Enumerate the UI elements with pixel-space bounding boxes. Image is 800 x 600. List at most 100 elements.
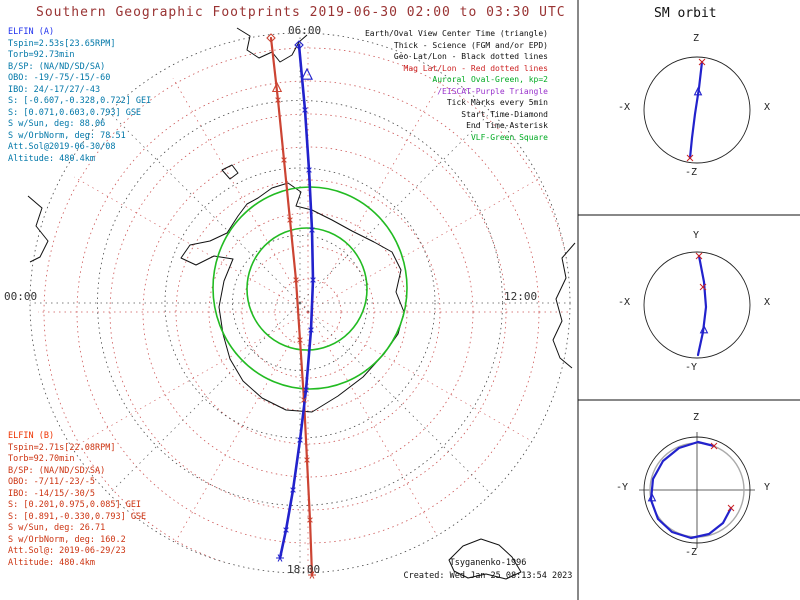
text-line: IBO: 24/-17/27/-43: [8, 84, 101, 95]
elfin-b-info-block: ELFIN (B) Tspin=2.71s[22.08RPM] Torb=92.7…: [8, 431, 146, 569]
x-mark: [695, 252, 703, 260]
mlt-label-right: 12:00: [504, 290, 538, 303]
x-mark: [727, 504, 735, 512]
island-coastline: [221, 164, 239, 180]
text-line: S w/OrbNorm, deg: 78.51: [8, 130, 126, 141]
x-mark: [297, 437, 303, 443]
mag-grid-spoke: [73, 311, 309, 448]
text-line: S: [0.891,-0.330,0.793] GSE: [8, 511, 147, 522]
x-mark: [283, 527, 289, 533]
legend-block: Earth/Oval View Center Time (triangle) Th…: [330, 28, 548, 143]
triangle-marker: [301, 67, 313, 80]
text-line: Altitude: 480.4km: [8, 153, 95, 164]
x-mark: [287, 217, 293, 223]
sm-orbit-track: [649, 440, 733, 540]
text-line: S w/OrbNorm, deg: 160.2: [8, 534, 126, 545]
text-line: S w/Sun, deg: 26.71: [8, 523, 106, 533]
x-mark: [303, 387, 309, 393]
sm-orbit-track: [688, 60, 704, 160]
x-mark: [698, 58, 706, 66]
mag-grid-spoke: [73, 176, 309, 313]
elfin-b-track: [269, 36, 314, 577]
mag-grid-spoke: [172, 77, 309, 313]
triangle-marker: [693, 86, 703, 96]
sm3-axis-top: Z: [693, 412, 700, 423]
triangle-marker: [647, 492, 657, 502]
text-line: B/SP: (NA/ND/SD/SA): [8, 61, 106, 72]
text-line: Geo Lat/Lon - Black dotted lines: [393, 52, 548, 61]
sm2-axis-left: -X: [618, 297, 631, 308]
triangle-marker: [271, 81, 283, 93]
text-line: S: [0.201,0.975,0.085] GEI: [8, 500, 142, 510]
geo-grid-circle: [164, 167, 436, 439]
sm-orbit-title: SM orbit: [654, 6, 717, 21]
asterisk-marker: [277, 554, 283, 562]
mag-grid-spoke: [307, 176, 543, 313]
x-mark: [275, 97, 281, 103]
mag-grid-spoke: [307, 311, 543, 448]
text-line: OBO: -7/11/-23/-5: [8, 477, 95, 487]
geo-grid-spoke: [299, 302, 492, 495]
text-line: Tspin=2.71s[22.08RPM]: [8, 442, 116, 453]
x-mark: [281, 157, 287, 163]
mlt-label-left: 00:00: [4, 290, 38, 303]
x-mark: [290, 487, 296, 493]
text-line: OBO: -19/-75/-15/-60: [8, 73, 111, 83]
auroral-oval-outer: [212, 186, 408, 390]
x-mark: [309, 227, 315, 233]
sm2-axis-right: X: [764, 297, 771, 308]
x-mark: [304, 457, 310, 463]
x-mark: [307, 517, 313, 523]
elfin-b-name: ELFIN (B): [8, 431, 55, 441]
mag-grid-spoke: [307, 77, 444, 313]
sm1-axis-right: X: [764, 102, 771, 113]
x-mark: [699, 283, 707, 291]
text-line: /EISCAT-Purple Triangle: [437, 86, 548, 96]
triangle-marker: [699, 324, 709, 334]
auroral-oval-inner: [246, 227, 368, 351]
data-layer: [212, 33, 755, 579]
text-line: Mag Lat/Lon - Red dotted lines: [403, 63, 549, 73]
geo-grid-spoke: [108, 111, 301, 304]
text-line: Tspin=2.53s[23.65RPM]: [8, 38, 116, 49]
elfin-b-lines: Tspin=2.71s[22.08RPM] Torb=92.70min B/SP: …: [8, 443, 146, 570]
text-line: Auroral Oval-Green, kp=2: [432, 75, 548, 84]
mag-grid-spoke: [172, 311, 309, 547]
text-line: S w/Sun, deg: 88.06: [8, 119, 106, 129]
mag-grid-spoke: [307, 311, 444, 547]
sm2-axis-bottom: -Y: [685, 362, 698, 373]
text-line: Torb=92.70min: [8, 454, 75, 464]
sm3-axis-bottom: -Z: [685, 547, 698, 558]
text-line: Thick - Science (FGM and/or EPD): [393, 40, 548, 50]
text-line: Att.Sol@: 2019-06-29/23: [8, 546, 126, 556]
elfin-a-info-block: ELFIN (A) Tspin=2.53s[23.65RPM] Torb=92.7…: [8, 27, 151, 165]
text-line: IBO: -14/15/-30/5: [8, 488, 95, 499]
sm1-axis-bottom: -Z: [685, 167, 698, 178]
diamond-marker: [266, 33, 276, 43]
text-line: S: [0.071,0.603,0.793] GSE: [8, 107, 142, 118]
text-line: Altitude: 480.4km: [8, 557, 95, 568]
sm3-axis-left: -Y: [616, 482, 629, 493]
asterisk-marker: [309, 571, 315, 579]
x-mark: [710, 442, 718, 450]
x-mark: [293, 277, 299, 283]
elfin-a-name: ELFIN (A): [8, 27, 55, 37]
text-line: S: [-0.607,-0.328,0.722] GEI: [8, 96, 152, 106]
text-line: Start Time-Diamond: [461, 109, 548, 119]
mlt-label-top: 06:00: [288, 24, 322, 37]
elfin-a-lines: Tspin=2.53s[23.65RPM] Torb=92.73min B/SP: …: [8, 39, 151, 166]
text-line: End Time-Asterisk: [466, 121, 548, 130]
model-label: Tsyganenko-1996: [449, 558, 527, 568]
page-title: Southern Geographic Footprints 2019-06-3…: [36, 5, 566, 20]
sm-orbit-track: [696, 254, 708, 357]
mlt-label-bottom: 18:00: [287, 563, 321, 576]
antarctica-coastline: [180, 182, 405, 413]
diamond-marker: [294, 40, 304, 50]
footer-block: Tsyganenko-1996 Created: Wed Jan 25 08:1…: [398, 557, 578, 582]
text-line: B/SP: (NA/ND/SD/SA): [8, 465, 106, 476]
text-line: Earth/Oval View Center Time (triangle): [364, 29, 548, 38]
text-line: VLF-Green Square: [470, 132, 548, 142]
x-mark: [297, 337, 303, 343]
text-line: Att.Sol@2019-06-30/08: [8, 142, 116, 152]
